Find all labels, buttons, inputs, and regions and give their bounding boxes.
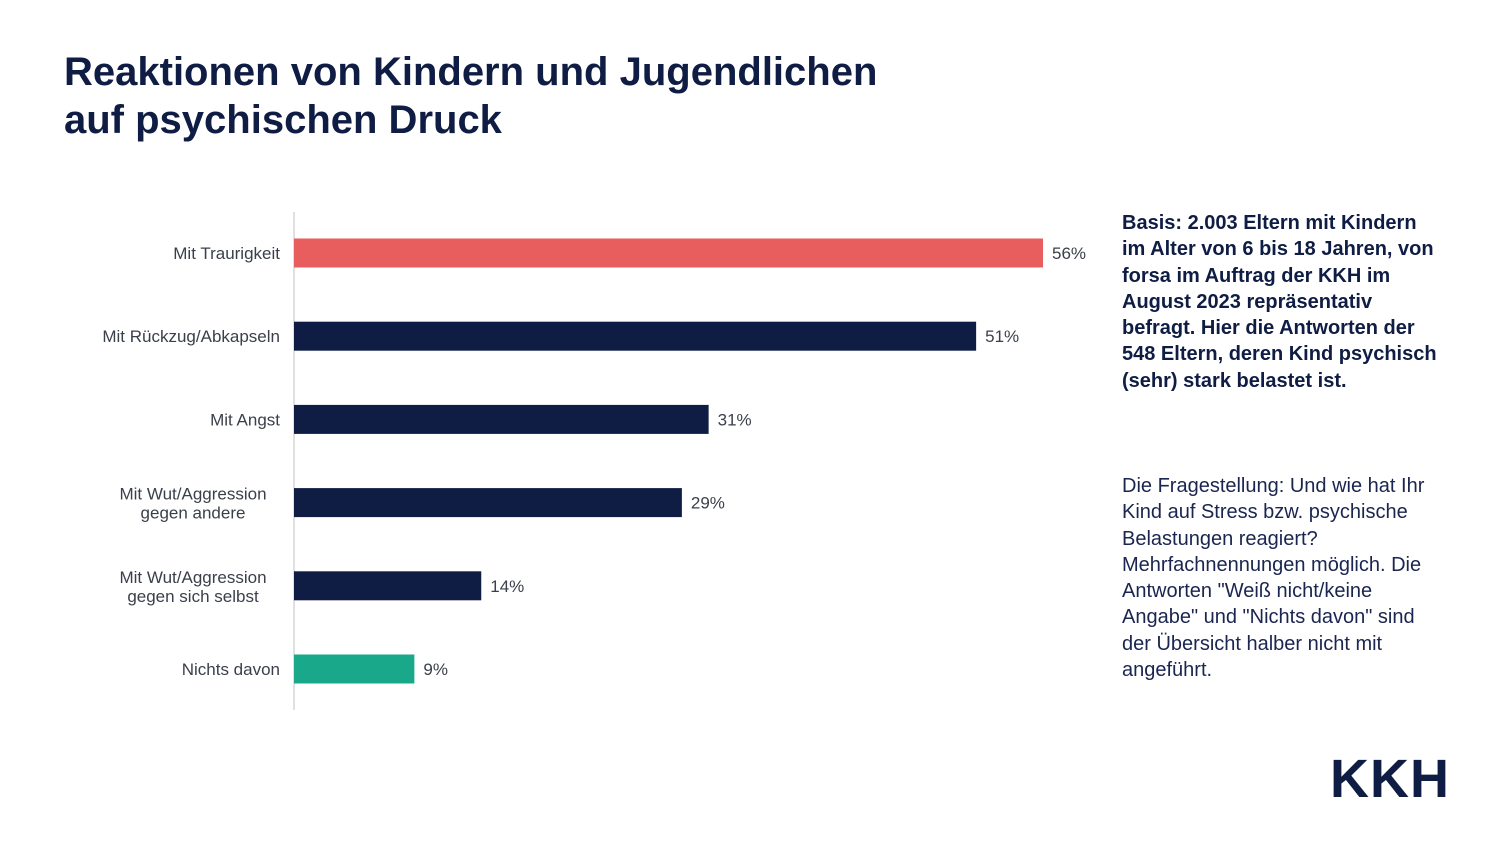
bar-5	[294, 571, 482, 601]
category-label-4: Mit Wut/Aggression gegen andere	[119, 485, 266, 523]
value-label-1: 56%	[1052, 244, 1086, 263]
bar-4	[294, 488, 682, 518]
value-label-2: 51%	[985, 327, 1019, 346]
category-label-5-line-1: Mit Wut/Aggression	[119, 568, 266, 587]
bar-chart: 56% Mit Traurigkeit 51% Mit Rückzug/Abkapse…	[102, 212, 1086, 710]
value-label-4: 29%	[691, 494, 725, 513]
bars-layer: 56% Mit Traurigkeit 51% Mit Rückzug/Abkapse…	[102, 238, 1086, 684]
category-label-3: Mit Angst	[210, 410, 280, 429]
bar-2	[294, 321, 977, 351]
page-title-line-2: auf psychischen Druck	[64, 98, 502, 142]
category-label-2: Mit Rückzug/Abkapseln	[102, 327, 280, 346]
category-label-6: Nichts davon	[182, 660, 280, 679]
category-label-4-line-1: Mit Wut/Aggression	[119, 485, 266, 504]
category-label-1: Mit Traurigkeit	[173, 244, 280, 263]
page-title: Reaktionen von Kindern und Jugendlichen …	[64, 48, 1064, 144]
category-label-5-line-2: gegen sich selbst	[127, 587, 259, 606]
value-label-3: 31%	[718, 410, 752, 429]
value-label-6: 9%	[423, 660, 448, 679]
category-label-4-line-2: gegen andere	[141, 504, 246, 523]
kkh-logo: KKH	[1330, 749, 1450, 809]
bar-1	[294, 238, 1043, 268]
bar-3	[294, 404, 709, 434]
question-note: Die Fragestellung: Und wie hat Ihr Kind …	[1122, 475, 1425, 682]
page-title-line-1: Reaktionen von Kindern und Jugendlichen	[64, 50, 878, 94]
bar-6	[294, 654, 415, 684]
category-label-5: Mit Wut/Aggression gegen sich selbst	[119, 568, 266, 606]
value-label-5: 14%	[490, 577, 524, 596]
basis-note: Basis: 2.003 Eltern mit Kindern im Alter…	[1122, 212, 1437, 392]
